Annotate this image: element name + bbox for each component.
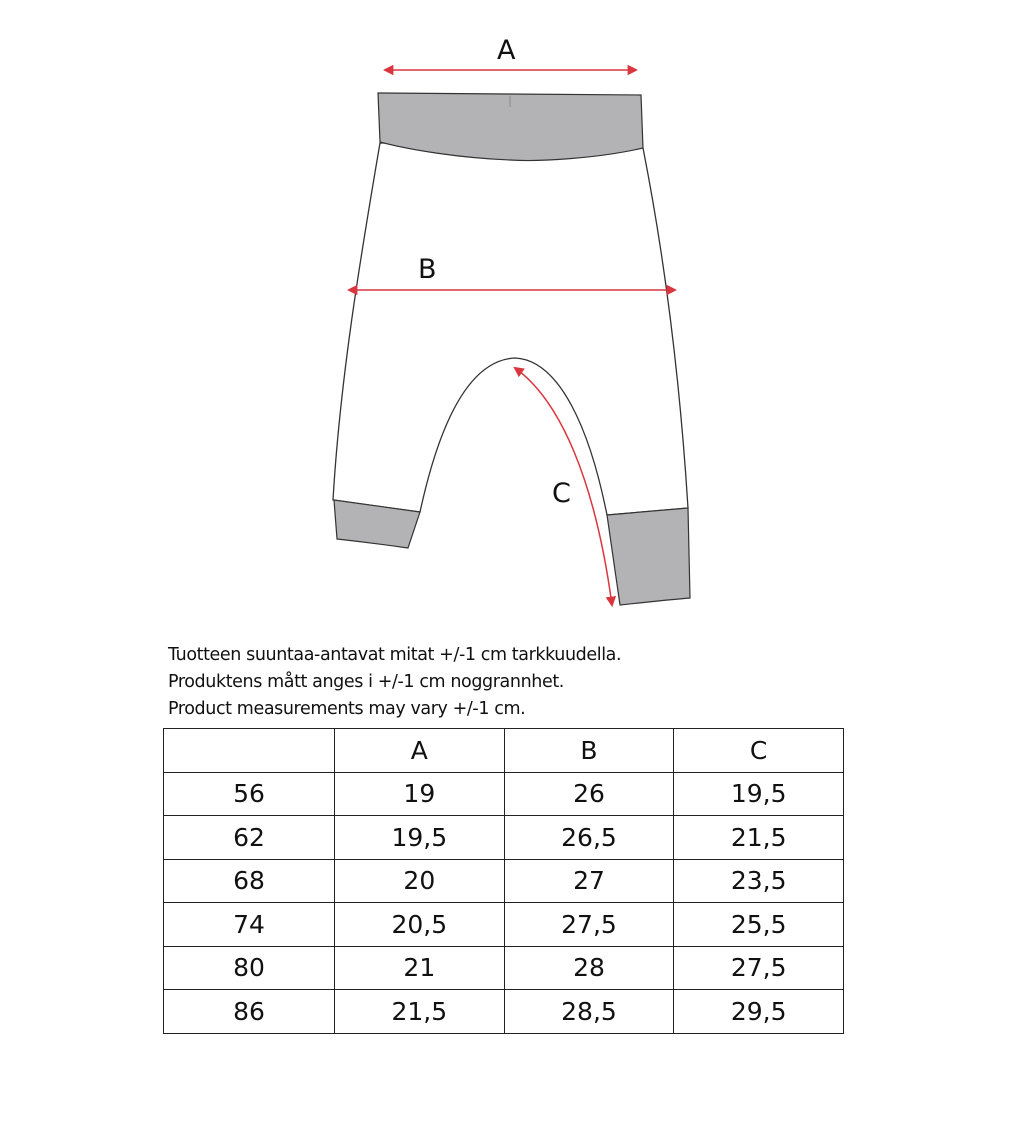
cell: 27,5 bbox=[673, 945, 844, 990]
cell: 20,5 bbox=[334, 902, 505, 947]
table-row: 56 19 26 19,5 bbox=[163, 771, 844, 816]
table-row: 80 21 28 27,5 bbox=[163, 945, 844, 990]
size-cell: 62 bbox=[163, 815, 335, 860]
cell: 20 bbox=[334, 858, 505, 903]
cell: 28,5 bbox=[503, 989, 675, 1034]
size-cell: 80 bbox=[163, 945, 335, 990]
note-swedish: Produktens mått anges i +/-1 cm noggrann… bbox=[168, 672, 564, 692]
cell: 19,5 bbox=[334, 815, 505, 860]
size-cell: 56 bbox=[163, 771, 335, 816]
note-english: Product measurements may vary +/-1 cm. bbox=[168, 699, 526, 719]
table-row: 62 19,5 26,5 21,5 bbox=[163, 815, 844, 860]
cell: 25,5 bbox=[673, 902, 844, 947]
header-cell bbox=[163, 728, 335, 773]
header-cell: B bbox=[503, 728, 675, 773]
cell: 21,5 bbox=[334, 989, 505, 1034]
cell: 19,5 bbox=[673, 771, 844, 816]
measurement-notes: Tuotteen suuntaa-antavat mitat +/-1 cm t… bbox=[168, 642, 622, 723]
note-finnish: Tuotteen suuntaa-antavat mitat +/-1 cm t… bbox=[168, 645, 622, 665]
size-cell: 86 bbox=[163, 989, 335, 1034]
label-c: C bbox=[552, 478, 571, 509]
cell: 21 bbox=[334, 945, 505, 990]
pants-diagram: A B C bbox=[332, 35, 691, 608]
waistband bbox=[377, 92, 644, 162]
cell: 28 bbox=[503, 945, 675, 990]
right-cuff bbox=[606, 507, 691, 606]
size-cell: 68 bbox=[163, 858, 335, 903]
table-row: 86 21,5 28,5 29,5 bbox=[163, 989, 844, 1034]
cell: 21,5 bbox=[673, 815, 844, 860]
cell: 26 bbox=[503, 771, 675, 816]
label-b: B bbox=[418, 254, 437, 285]
cell: 23,5 bbox=[673, 858, 844, 903]
cell: 19 bbox=[334, 771, 505, 816]
size-cell: 74 bbox=[163, 902, 335, 947]
label-a: A bbox=[497, 35, 516, 66]
table-header-row: A B C bbox=[163, 728, 844, 773]
measure-c-arrow bbox=[513, 366, 617, 608]
cell: 27 bbox=[503, 858, 675, 903]
size-table: A B C 56 19 26 19,5 62 19,5 26,5 21,5 68 20 27 23… bbox=[163, 728, 844, 1034]
cell: 26,5 bbox=[503, 815, 675, 860]
header-cell: A bbox=[334, 728, 505, 773]
table-row: 74 20,5 27,5 25,5 bbox=[163, 902, 844, 947]
left-cuff bbox=[333, 499, 421, 549]
header-cell: C bbox=[673, 728, 844, 773]
cell: 27,5 bbox=[503, 902, 675, 947]
table-row: 68 20 27 23,5 bbox=[163, 858, 844, 903]
pants-outline bbox=[332, 142, 689, 516]
cell: 29,5 bbox=[673, 989, 844, 1034]
